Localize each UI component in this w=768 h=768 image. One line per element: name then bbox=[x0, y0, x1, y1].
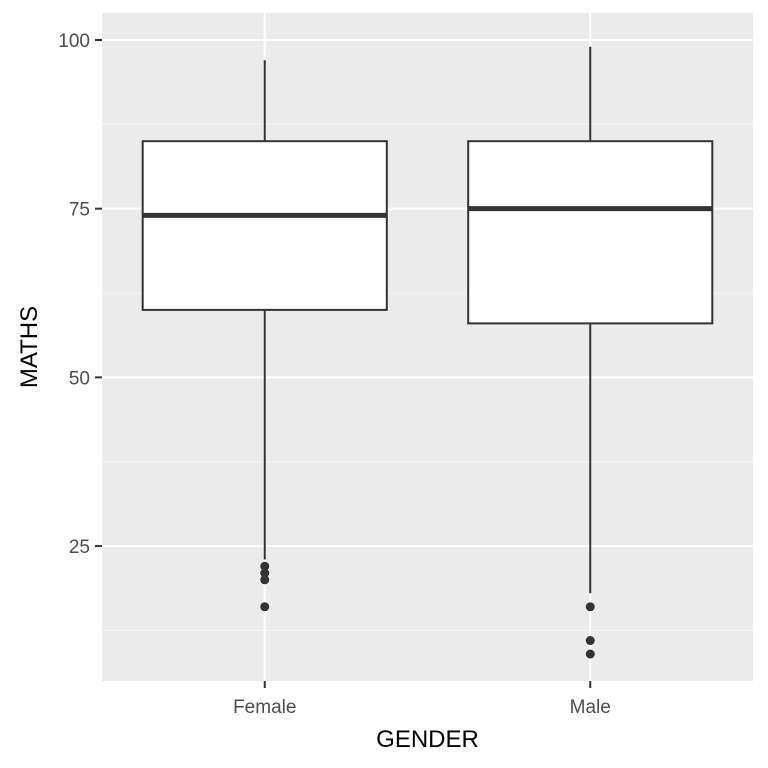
outlier-point bbox=[260, 575, 270, 585]
box-female bbox=[141, 60, 388, 612]
y-tick-label: 50 bbox=[69, 368, 90, 389]
outlier-point bbox=[585, 649, 595, 659]
outlier-point bbox=[260, 561, 270, 571]
outlier-point bbox=[260, 568, 270, 578]
plot-panel bbox=[102, 13, 753, 681]
y-tick-label: 25 bbox=[69, 537, 90, 558]
y-tick-label: 100 bbox=[58, 31, 90, 52]
x-tick-label: Female bbox=[233, 697, 296, 718]
iqr-box bbox=[467, 140, 714, 325]
y-axis: 25 50 75 100 bbox=[58, 31, 102, 558]
outlier-point bbox=[260, 602, 270, 612]
outlier-point bbox=[585, 636, 595, 646]
boxes bbox=[141, 46, 714, 659]
x-axis: Female Male bbox=[233, 681, 611, 718]
iqr-box bbox=[141, 140, 388, 311]
y-axis-title: MATHS bbox=[16, 306, 43, 388]
x-tick-label: Male bbox=[570, 697, 611, 718]
box-male bbox=[467, 46, 714, 659]
x-axis-title: GENDER bbox=[376, 726, 479, 753]
outlier-point bbox=[585, 602, 595, 612]
y-tick-label: 75 bbox=[69, 200, 90, 221]
